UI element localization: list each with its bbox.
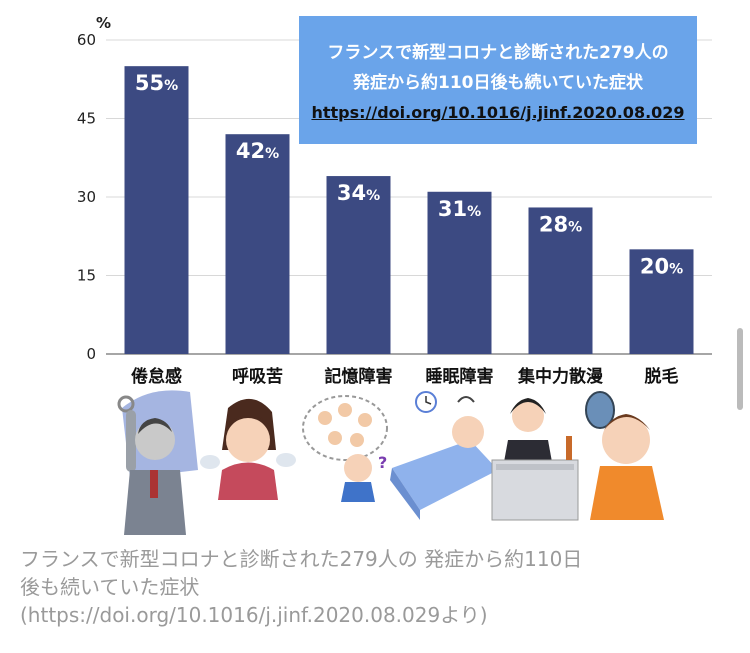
bar-data-label: 34%	[337, 181, 380, 205]
svg-text:?: ?	[378, 453, 387, 472]
bar	[528, 207, 593, 354]
bar	[629, 249, 694, 354]
bar-data-label: 20%	[640, 254, 683, 278]
category-labels: 倦怠感 呼吸苦 記憶障害 睡眠障害 集中力散漫 脱毛	[131, 366, 679, 387]
bar-data-label: 42%	[236, 139, 279, 163]
bar-data-label: 55%	[135, 71, 178, 95]
chart-title-line-1: フランスで新型コロナと診断された279人の	[327, 43, 669, 63]
y-axis-ticks: 0 15 30 45 60	[77, 31, 96, 363]
bar	[326, 176, 391, 354]
y-axis-unit: %	[96, 14, 111, 32]
memory-impairment-illustration: ?	[302, 395, 388, 502]
category-label: 呼吸苦	[232, 366, 283, 387]
fatigue-illustration	[117, 390, 198, 535]
bar	[124, 66, 189, 355]
category-label: 記憶障害	[325, 366, 393, 387]
chart-title-line-2: 発症から約110日後も続いていた症状	[353, 73, 643, 93]
sleep-disorder-illustration	[390, 391, 498, 520]
bars	[124, 66, 694, 355]
breathing-difficulty-illustration	[200, 398, 296, 500]
caption-line-2: 後も続いていた症状	[20, 575, 200, 599]
poor-concentration-illustration	[491, 398, 579, 521]
y-tick-label: 30	[77, 188, 96, 206]
caption-line-1: フランスで新型コロナと診断された279人の 発症から約110日	[20, 547, 583, 571]
category-label: 睡眠障害	[426, 366, 494, 387]
bar-data-label: 28%	[539, 212, 582, 236]
scrollbar[interactable]	[737, 328, 743, 410]
bar	[427, 191, 492, 354]
caption-line-3: (https://doi.org/10.1016/j.jinf.2020.08.…	[20, 603, 488, 627]
y-tick-label: 0	[86, 345, 96, 363]
source-link[interactable]: https://doi.org/10.1016/j.jinf.2020.08.0…	[311, 103, 685, 122]
image-caption: フランスで新型コロナと診断された279人の 発症から約110日 後も続いていた症…	[20, 545, 735, 629]
y-tick-label: 45	[77, 110, 96, 128]
bar	[225, 134, 290, 354]
y-tick-label: 60	[77, 31, 96, 49]
bar-data-label: 31%	[438, 197, 481, 221]
chart-title-box: フランスで新型コロナと診断された279人の 発症から約110日後も続いていた症状…	[299, 16, 697, 144]
category-label: 脱毛	[645, 366, 679, 387]
category-label: 倦怠感	[131, 366, 182, 387]
hair-loss-illustration	[585, 391, 664, 520]
bar-chart: 0 15 30 45 60 % 55% 42% 34% 31% 28% 20% 倦怠感 呼吸苦 記憶障…	[77, 14, 712, 535]
y-tick-label: 15	[77, 267, 96, 285]
data-labels: 55% 42% 34% 31% 28% 20%	[135, 71, 683, 278]
category-label: 集中力散漫	[517, 366, 604, 387]
